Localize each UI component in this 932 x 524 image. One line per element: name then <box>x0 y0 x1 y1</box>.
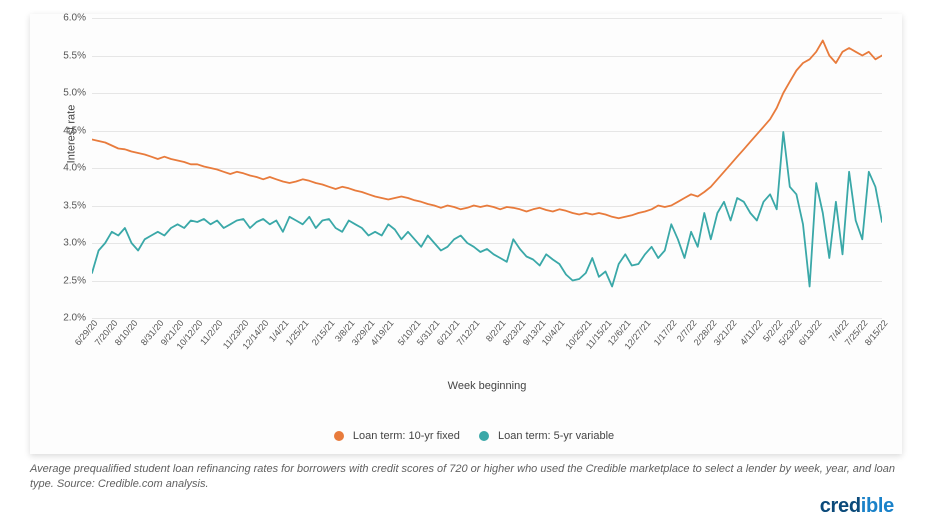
legend-label-10yr: Loan term: 10-yr fixed <box>353 430 460 442</box>
y-axis-title: Interest rate <box>65 105 77 164</box>
legend-dot-10yr <box>334 431 344 441</box>
chart-lines <box>92 18 882 318</box>
legend: Loan term: 10-yr fixed Loan term: 5-yr v… <box>30 430 902 442</box>
legend-dot-5yr <box>479 431 489 441</box>
chart-caption: Average prequalified student loan refina… <box>30 462 902 492</box>
y-tick-label: 2.0% <box>63 313 86 324</box>
y-tick-label: 5.5% <box>63 50 86 61</box>
x-tick-label: 1/17/22 <box>652 318 679 347</box>
series-line <box>92 41 882 219</box>
series-line <box>92 132 882 287</box>
y-tick-label: 4.0% <box>63 163 86 174</box>
plot-area: 2.0%2.5%3.0%3.5%4.0%4.5%5.0%5.5%6.0% 6/2… <box>92 18 882 318</box>
brand-logo: credible <box>820 495 894 518</box>
x-tick-label: 2/15/21 <box>310 318 337 347</box>
y-tick-label: 2.5% <box>63 275 86 286</box>
chart-card: 2.0%2.5%3.0%3.5%4.0%4.5%5.0%5.5%6.0% 6/2… <box>30 14 902 454</box>
y-tick-label: 3.0% <box>63 238 86 249</box>
y-tick-label: 3.5% <box>63 200 86 211</box>
x-tick-label: 4/11/22 <box>738 318 765 347</box>
legend-label-5yr: Loan term: 5-yr variable <box>498 430 614 442</box>
x-axis-title: Week beginning <box>92 380 882 392</box>
y-tick-label: 6.0% <box>63 13 86 24</box>
y-tick-label: 5.0% <box>63 88 86 99</box>
